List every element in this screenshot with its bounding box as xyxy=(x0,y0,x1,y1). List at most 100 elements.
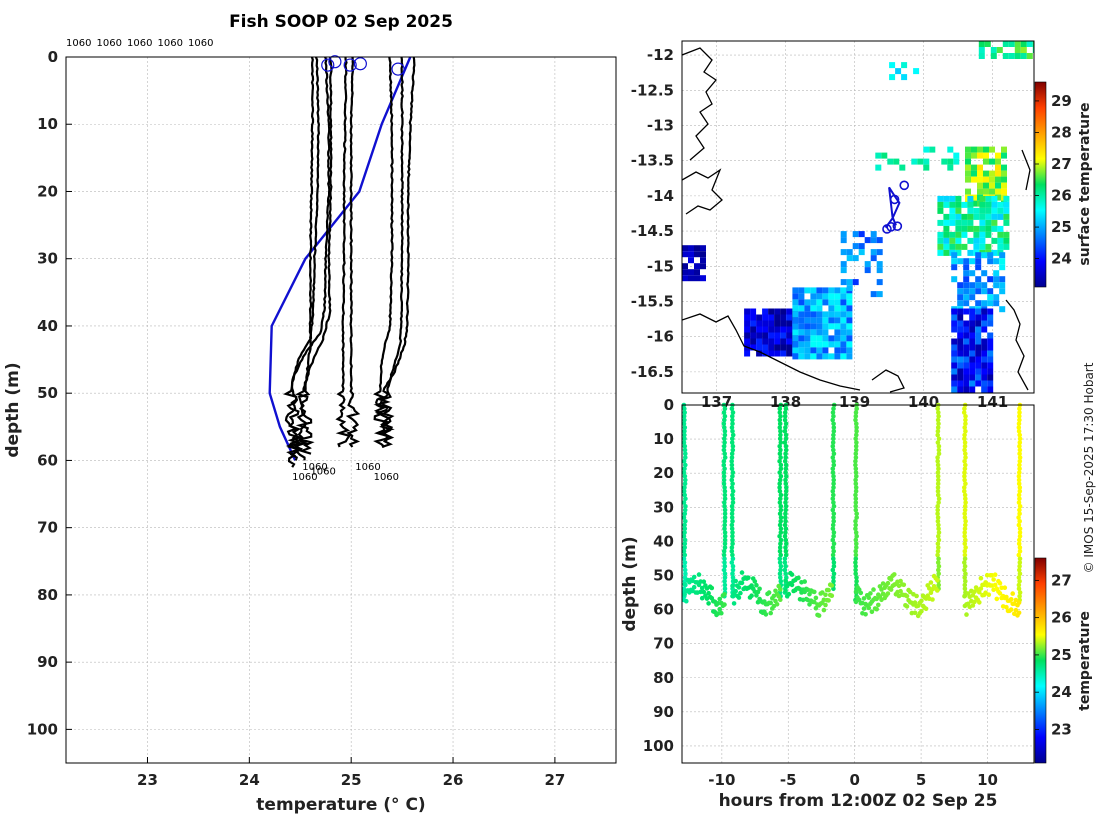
map-colorbar-ticks: 24 25 26 27 28 29 xyxy=(1035,92,1072,268)
section-point xyxy=(853,414,859,419)
sst-cell xyxy=(979,207,986,214)
sst-cell xyxy=(963,270,970,277)
section-y-tick-label: 60 xyxy=(653,601,674,619)
sst-cell xyxy=(893,158,900,165)
section-point xyxy=(907,589,913,595)
section-point xyxy=(854,432,859,438)
sst-cell xyxy=(1003,201,1010,208)
section-point xyxy=(722,560,727,565)
sst-cell xyxy=(834,287,841,294)
section-point xyxy=(778,515,784,520)
section-point xyxy=(962,534,967,539)
sst-cell xyxy=(983,188,989,195)
sst-cell xyxy=(943,195,950,202)
section-point xyxy=(784,485,789,490)
section-point xyxy=(777,560,783,565)
sst-cell xyxy=(816,305,823,312)
sst-cell xyxy=(744,332,751,339)
section-point xyxy=(936,564,942,569)
sst-cell xyxy=(840,279,847,286)
section-point xyxy=(706,590,711,596)
sst-cell xyxy=(963,294,970,301)
sst-cell xyxy=(961,213,968,220)
sst-cell xyxy=(876,261,883,268)
section-point xyxy=(935,489,941,494)
sst-cell xyxy=(774,320,781,327)
profile-y-tick-label: 70 xyxy=(37,519,58,537)
section-point xyxy=(854,474,859,479)
figure-title: Fish SOOP 02 Sep 2025 xyxy=(229,12,453,32)
sst-cell xyxy=(977,188,983,195)
section-point xyxy=(777,500,783,505)
sst-cell xyxy=(792,305,799,312)
sst-cell xyxy=(967,201,974,208)
section-point xyxy=(962,586,968,592)
sst-cell xyxy=(995,158,1001,165)
sst-cell xyxy=(834,293,841,300)
sst-cell xyxy=(700,251,706,258)
section-point xyxy=(853,556,859,562)
sst-cell xyxy=(987,362,994,369)
sst-cell xyxy=(810,323,817,330)
section-point xyxy=(866,595,872,600)
section-point xyxy=(1002,585,1008,590)
sst-cell xyxy=(822,311,829,318)
sst-cell xyxy=(943,219,950,226)
section-point xyxy=(830,470,836,475)
sst-cell xyxy=(985,207,992,214)
sst-cell xyxy=(694,251,700,258)
section-point xyxy=(831,564,837,569)
section-point xyxy=(831,579,836,584)
sst-cell xyxy=(951,350,958,357)
sst-cell xyxy=(943,225,950,232)
sst-cell xyxy=(969,288,976,295)
section-point xyxy=(730,556,736,562)
section-point xyxy=(721,481,727,487)
sst-cell xyxy=(979,219,986,226)
section-point xyxy=(1017,504,1023,509)
section-point xyxy=(963,421,968,427)
section-point xyxy=(1016,582,1022,588)
section-point xyxy=(962,470,967,475)
sst-cell xyxy=(810,335,817,342)
section-x-tick-label: -5 xyxy=(780,771,797,789)
section-point xyxy=(1017,590,1023,595)
section-point xyxy=(936,567,941,573)
sst-cell xyxy=(967,213,974,220)
sst-cell xyxy=(798,311,805,318)
section-point xyxy=(782,459,788,464)
section-point xyxy=(1016,429,1022,434)
section-point xyxy=(1016,610,1022,616)
sst-cell xyxy=(951,362,958,369)
sst-cell xyxy=(951,276,958,283)
sst-cell xyxy=(682,251,688,258)
section-point xyxy=(681,515,687,520)
sst-cell xyxy=(975,252,982,259)
section-colorbar-ticks: 23 24 25 26 27 xyxy=(1035,571,1072,738)
section-point xyxy=(777,410,783,415)
sst-cell xyxy=(846,335,853,342)
section-point xyxy=(826,587,831,593)
profile-y-tick-label: 90 xyxy=(37,653,58,671)
sst-cell xyxy=(840,341,847,348)
section-point xyxy=(722,511,728,517)
profile-end-label: 1060 xyxy=(374,472,399,483)
section-point xyxy=(1017,436,1023,442)
sst-cell xyxy=(816,329,823,336)
sst-cell xyxy=(762,332,769,339)
sst-cell xyxy=(975,288,982,295)
sst-cell xyxy=(975,332,982,339)
sst-cell xyxy=(834,323,841,330)
section-point xyxy=(962,507,968,513)
section-point xyxy=(783,511,788,517)
section-point xyxy=(729,459,734,464)
section-point xyxy=(730,414,735,419)
section-point xyxy=(1016,541,1022,547)
section-point xyxy=(1013,597,1019,603)
sst-cell xyxy=(846,255,853,262)
map-x-tick-label: 138 xyxy=(770,393,801,411)
section-point xyxy=(1017,406,1022,412)
section-point xyxy=(829,593,835,598)
section-colorbar-tick-label: 26 xyxy=(1051,609,1072,627)
section-point xyxy=(866,605,872,611)
